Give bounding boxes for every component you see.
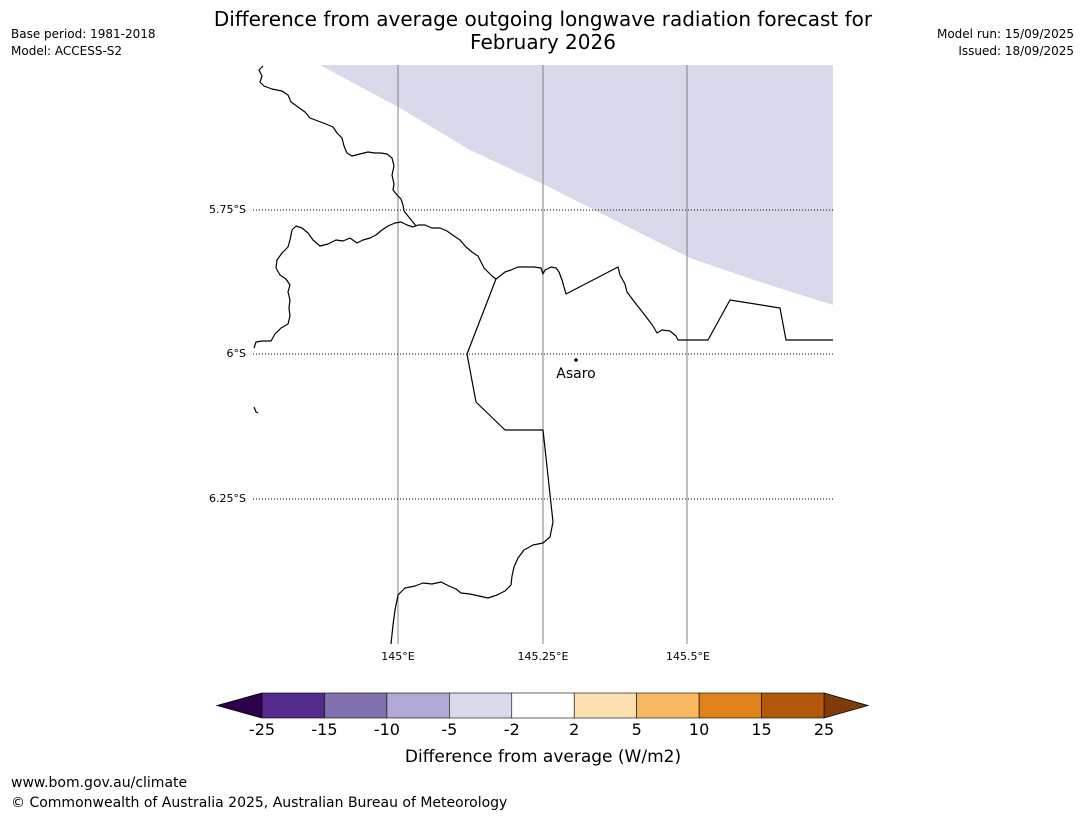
colorbar-segment	[698, 692, 762, 719]
colorbar-tick-label: -15	[311, 720, 337, 739]
province-boundaries	[253, 65, 833, 645]
boundary-central	[253, 221, 833, 349]
lat-label-6-25: 6.25°S	[209, 492, 246, 505]
colorbar-tick-label: 10	[689, 720, 709, 739]
colorbar-segment	[636, 692, 700, 719]
issued-date: Issued: 18/09/2025	[958, 44, 1074, 58]
boundary-fragment	[253, 406, 259, 414]
colorbar-extend-high	[823, 692, 870, 719]
colorbar-segment	[761, 692, 825, 719]
boundary-northwest	[258, 65, 417, 227]
colorbar-segment	[324, 692, 388, 719]
colorbar-tick-label: -5	[441, 720, 457, 739]
model-name: Model: ACCESS-S2	[11, 44, 123, 58]
title-line-2: February 2026	[470, 30, 616, 54]
colorbar-tick-label: 5	[632, 720, 642, 739]
colorbar-tick-label: -25	[249, 720, 275, 739]
map-title: Difference from average outgoing longwav…	[193, 8, 893, 54]
model-run: Model run: 15/09/2025	[936, 27, 1074, 41]
lon-label-145: 145°E	[381, 650, 414, 663]
colorbar-segment	[511, 692, 575, 719]
colorbar-segment	[386, 692, 450, 719]
run-info: Model run: 15/09/2025 Issued: 18/09/2025	[937, 26, 1074, 60]
title-line-1: Difference from average outgoing longwav…	[213, 7, 873, 31]
colorbar-segments	[215, 692, 870, 719]
place-label-asaro: Asaro	[556, 366, 595, 382]
colorbar-segment	[261, 692, 325, 719]
footer-url[interactable]: www.bom.gov.au/climate	[11, 775, 188, 791]
colorbar-tick-label: 25	[814, 720, 834, 739]
lon-label-145-5: 145.5°E	[666, 650, 710, 663]
colorbar-segment	[449, 692, 513, 719]
base-period: Base period: 1981-2018	[11, 27, 156, 41]
map-area: Asaro 5.75°S 6°S 6.25°S 145°E 145.25°E 1…	[209, 65, 833, 663]
boundary-south	[390, 278, 554, 645]
lon-label-145-25: 145.25°E	[518, 650, 569, 663]
lat-label-6: 6°S	[227, 347, 246, 360]
footer-copyright: © Commonwealth of Australia 2025, Austra…	[11, 795, 508, 811]
colorbar-label: Difference from average (W/m2)	[405, 747, 681, 767]
lat-label-5-75: 5.75°S	[209, 203, 246, 216]
colorbar-tick-label: -10	[374, 720, 400, 739]
base-info: Base period: 1981-2018 Model: ACCESS-S2	[11, 26, 156, 60]
colorbar-tick-label: 15	[751, 720, 771, 739]
place-marker-asaro	[574, 358, 578, 362]
colorbar-segment	[573, 692, 637, 719]
colorbar-ticks: -25 -15 -10 -5 -2 2 5 10 15 25	[249, 720, 834, 739]
anomaly-region	[320, 65, 833, 305]
colorbar-tick-label: 2	[569, 720, 579, 739]
colorbar-extend-low	[215, 692, 263, 719]
colorbar-tick-label: -2	[504, 720, 520, 739]
